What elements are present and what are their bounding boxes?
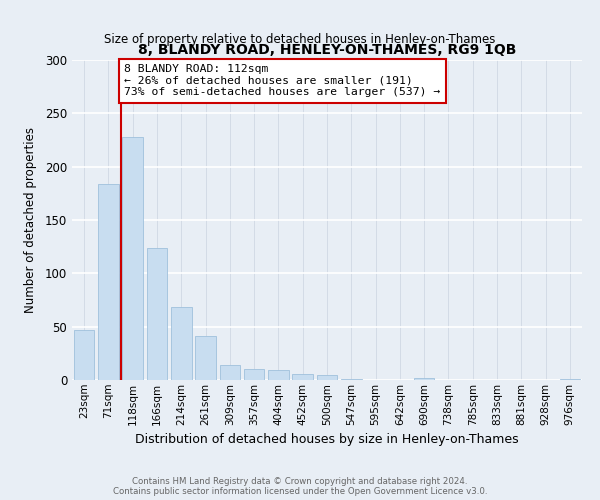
Text: Size of property relative to detached houses in Henley-on-Thames: Size of property relative to detached ho…: [104, 32, 496, 46]
Bar: [146, 248, 167, 380]
Bar: [122, 137, 143, 380]
Title: 8, BLANDY ROAD, HENLEY-ON-THAMES, RG9 1QB: 8, BLANDY ROAD, HENLEY-ON-THAMES, RG9 1Q…: [138, 44, 516, 58]
Bar: [244, 370, 265, 380]
X-axis label: Distribution of detached houses by size in Henley-on-Thames: Distribution of detached houses by size …: [135, 433, 519, 446]
Bar: [560, 379, 580, 380]
Bar: [268, 370, 289, 380]
Bar: [341, 379, 362, 380]
Text: 8 BLANDY ROAD: 112sqm
← 26% of detached houses are smaller (191)
73% of semi-det: 8 BLANDY ROAD: 112sqm ← 26% of detached …: [124, 64, 440, 98]
Bar: [171, 308, 191, 380]
Text: Contains HM Land Registry data © Crown copyright and database right 2024.
Contai: Contains HM Land Registry data © Crown c…: [113, 476, 487, 496]
Bar: [74, 330, 94, 380]
Bar: [414, 378, 434, 380]
Bar: [292, 374, 313, 380]
Y-axis label: Number of detached properties: Number of detached properties: [23, 127, 37, 313]
Bar: [195, 336, 216, 380]
Bar: [317, 374, 337, 380]
Bar: [220, 365, 240, 380]
Bar: [98, 184, 119, 380]
